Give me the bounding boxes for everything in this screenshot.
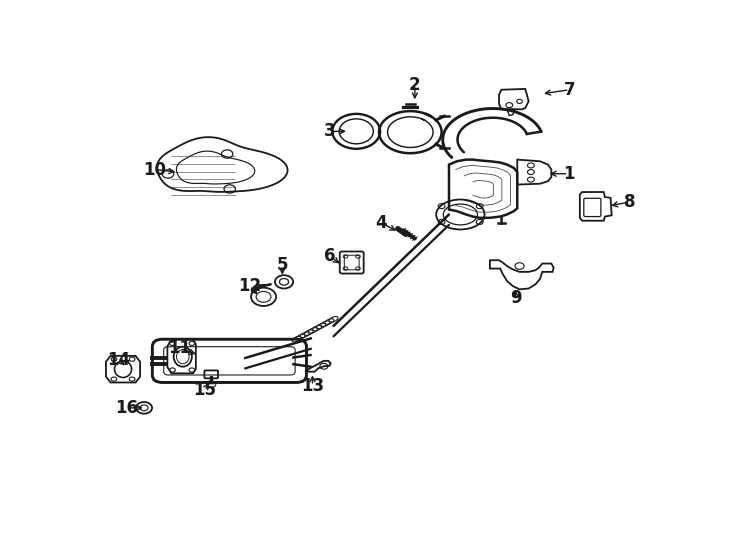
Text: 10: 10 <box>143 160 166 179</box>
Text: 4: 4 <box>375 214 387 232</box>
Text: 8: 8 <box>624 193 635 211</box>
Text: 9: 9 <box>509 289 521 307</box>
Text: 16: 16 <box>115 399 139 417</box>
Text: 14: 14 <box>107 351 131 369</box>
Text: 3: 3 <box>324 123 335 140</box>
Text: 5: 5 <box>277 256 288 274</box>
Text: 15: 15 <box>193 381 216 399</box>
Text: 11: 11 <box>168 339 192 357</box>
Text: 7: 7 <box>564 81 575 99</box>
Text: 1: 1 <box>563 165 574 183</box>
Text: 2: 2 <box>409 76 421 94</box>
Text: 12: 12 <box>239 277 261 295</box>
Text: 13: 13 <box>301 377 324 395</box>
Text: 6: 6 <box>324 247 335 265</box>
